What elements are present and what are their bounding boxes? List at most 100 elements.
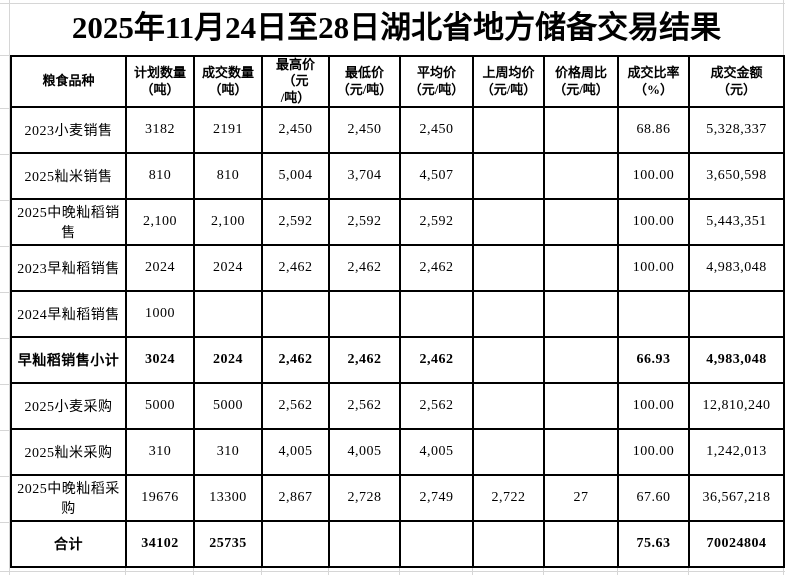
- table-cell: 67.60: [617, 474, 690, 522]
- table-cell: [472, 336, 545, 384]
- table-cell: [472, 382, 545, 430]
- table-cell: [472, 290, 545, 338]
- table-cell: 2,462: [261, 244, 330, 292]
- table-cell: [543, 382, 619, 430]
- table-row: 2025籼米销售 810 810 5,004 3,704 4,507 100.00 3,650…: [10, 152, 785, 200]
- table-cell: [688, 290, 785, 338]
- table-cell: 2,562: [399, 382, 474, 430]
- table-cell: [261, 520, 330, 568]
- table-cell: 2,562: [328, 382, 401, 430]
- column-header: 成交比率 （%）: [617, 55, 690, 108]
- column-header: 最低价 （元/吨）: [328, 55, 401, 108]
- table-cell: 4,005: [399, 428, 474, 476]
- table-cell: 2,592: [328, 198, 401, 246]
- gridline: [193, 568, 194, 575]
- table-row: 2025籼米采购 310 310 4,005 4,005 4,005 100.00 1,242…: [10, 428, 785, 476]
- table-cell: 36,567,218: [688, 474, 785, 522]
- table-cell: 66.93: [617, 336, 690, 384]
- table-row: 2023早籼稻销售 2024 2024 2,462 2,462 2,462 100.00 4,…: [10, 244, 785, 292]
- gridline: [399, 568, 400, 575]
- table-cell: 2,592: [399, 198, 474, 246]
- table-cell: 2025中晚籼稻采购: [10, 474, 127, 522]
- table-cell: 5000: [125, 382, 195, 430]
- table-row: 2025中晚籼稻采购 19676 13300 2,867 2,728 2,749 2,722…: [10, 474, 785, 522]
- table-cell: 1,242,013: [688, 428, 785, 476]
- table-cell: 2,592: [261, 198, 330, 246]
- table-cell: 2,562: [261, 382, 330, 430]
- header-row: 粮食品种 计划数量 （吨） 成交数量 （吨） 最高价 （元 /吨） 最低价 （元/吨）平…: [10, 55, 785, 108]
- table-cell: 3,650,598: [688, 152, 785, 200]
- table-cell: 2024: [193, 244, 263, 292]
- table-cell: 4,005: [261, 428, 330, 476]
- table-body: 2023小麦销售 3182 2191 2,450 2,450 2,450 68.86 5,32…: [10, 106, 785, 568]
- table-row: 2025中晚籼稻销售 2,100 2,100 2,592 2,592 2,592 100.0…: [10, 198, 785, 246]
- column-header: 成交数量 （吨）: [193, 55, 263, 108]
- table-row: 2025小麦采购 5000 5000 2,562 2,562 2,562 100.00 12,…: [10, 382, 785, 430]
- table-row: 2024早籼稻销售 1000: [10, 290, 785, 338]
- table-cell: [543, 290, 619, 338]
- results-table: 粮食品种 计划数量 （吨） 成交数量 （吨） 最高价 （元 /吨） 最低价 （元/吨）平…: [10, 55, 785, 568]
- page-title: 2025年11月24日至28日湖北省地方储备交易结果: [71, 10, 722, 45]
- gridline: [9, 0, 10, 575]
- table-cell: 4,005: [328, 428, 401, 476]
- table-cell: [543, 520, 619, 568]
- column-header: 价格周比 （元/吨）: [543, 55, 619, 108]
- table-cell: 2,728: [328, 474, 401, 522]
- gridline: [0, 571, 785, 572]
- table-cell: 27: [543, 474, 619, 522]
- column-header: 计划数量 （吨）: [125, 55, 195, 108]
- table-cell: [543, 244, 619, 292]
- gridline: [472, 568, 473, 575]
- table-cell: 2,450: [261, 106, 330, 154]
- table-cell: 5,443,351: [688, 198, 785, 246]
- table-cell: [472, 106, 545, 154]
- table-cell: 2,749: [399, 474, 474, 522]
- table-cell: 4,507: [399, 152, 474, 200]
- table-cell: [543, 336, 619, 384]
- table-cell: 310: [125, 428, 195, 476]
- table-cell: 2,450: [399, 106, 474, 154]
- gridline: [543, 568, 544, 575]
- table-cell: 70024804: [688, 520, 785, 568]
- column-header: 上周均价 （元/吨）: [472, 55, 545, 108]
- table-cell: [543, 428, 619, 476]
- column-header: 成交金额 （元）: [688, 55, 785, 108]
- table-cell: [399, 290, 474, 338]
- table-cell: 100.00: [617, 244, 690, 292]
- table-cell: 2,867: [261, 474, 330, 522]
- table-row: 2023小麦销售 3182 2191 2,450 2,450 2,450 68.86 5,32…: [10, 106, 785, 154]
- table-cell: [543, 198, 619, 246]
- column-header: 平均价 （元/吨）: [399, 55, 474, 108]
- table-cell: [261, 290, 330, 338]
- table-cell: 13300: [193, 474, 263, 522]
- table-cell: 68.86: [617, 106, 690, 154]
- table-cell: 2025中晚籼稻销售: [10, 198, 127, 246]
- table-cell: 2024: [125, 244, 195, 292]
- table-cell: [193, 290, 263, 338]
- table-cell: 5,328,337: [688, 106, 785, 154]
- table-cell: 810: [125, 152, 195, 200]
- table-cell: 早籼稻销售小计: [10, 336, 127, 384]
- table-cell: [328, 520, 401, 568]
- table-cell: 2023早籼稻销售: [10, 244, 127, 292]
- table-cell: 2,462: [261, 336, 330, 384]
- table-cell: 2,462: [328, 244, 401, 292]
- gridline: [0, 3, 785, 4]
- table-cell: 2,462: [399, 336, 474, 384]
- table-cell: 3024: [125, 336, 195, 384]
- table-cell: 2191: [193, 106, 263, 154]
- gridline: [328, 568, 329, 575]
- table-cell: 5,004: [261, 152, 330, 200]
- table-cell: 5000: [193, 382, 263, 430]
- table-cell: 2024早籼稻销售: [10, 290, 127, 338]
- table-cell: 3,704: [328, 152, 401, 200]
- table-cell: 2,100: [125, 198, 195, 246]
- table-row: 合计 34102 25735 75.63 70024804: [10, 520, 785, 568]
- table-cell: 12,810,240: [688, 382, 785, 430]
- table-row: 早籼稻销售小计 3024 2024 2,462 2,462 2,462 66.93 4,983…: [10, 336, 785, 384]
- table-cell: 2,100: [193, 198, 263, 246]
- table-cell: 2025小麦采购: [10, 382, 127, 430]
- table-cell: 100.00: [617, 382, 690, 430]
- table-cell: 2,722: [472, 474, 545, 522]
- table-cell: 2025籼米采购: [10, 428, 127, 476]
